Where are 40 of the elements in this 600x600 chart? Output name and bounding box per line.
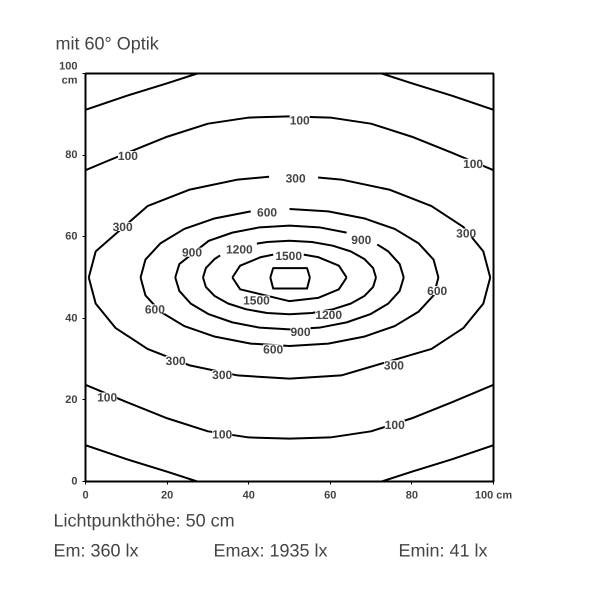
y-tick-label: 0	[71, 476, 78, 488]
annotation: 100	[290, 114, 310, 128]
x-tick-label: 20	[160, 490, 174, 502]
annotation: 1500	[243, 293, 270, 308]
annotation: 100	[384, 418, 406, 432]
annotation: 100	[97, 390, 118, 405]
x-tick-label: 0	[82, 490, 89, 502]
annotation: 1200	[315, 308, 342, 322]
x-tick-label: 80	[406, 490, 418, 502]
annotation: 1200	[226, 242, 253, 256]
chart-title: mit 60° Optik	[56, 34, 160, 54]
y-tick-label: 60	[65, 230, 78, 243]
x-tick-label: 100 cm	[474, 490, 512, 502]
annotation: 300	[212, 368, 233, 382]
y-tick-label: 80	[65, 149, 78, 162]
y-tick-label: 20	[65, 394, 78, 406]
annotation: 600	[263, 342, 284, 356]
annotation: 1500	[275, 248, 302, 263]
y-tick-label: 100 cm	[59, 60, 78, 87]
annotation: 300	[384, 358, 404, 372]
text: Em: 360 lx	[54, 540, 139, 560]
annotation: 100	[212, 427, 233, 442]
x-tick-label: 60	[324, 490, 336, 502]
annotation: 300	[286, 171, 306, 186]
text: Lichtpunkthöhe: 50 cm	[54, 510, 235, 530]
y-tick-label: 40	[65, 312, 78, 324]
annotation: 600	[257, 206, 278, 220]
annotation: 900	[351, 233, 372, 248]
text: Emin: 41 lx	[398, 540, 488, 560]
annotation: 600	[144, 302, 166, 316]
annotation: 900	[290, 324, 311, 339]
annotation: 300	[456, 226, 476, 241]
annotation: 100	[118, 149, 138, 164]
text: Emax: 1935 lx	[214, 540, 328, 560]
annotation: 100	[463, 156, 484, 171]
x-tick-label: 40	[242, 490, 255, 502]
annotation: 600	[427, 284, 448, 298]
annotation: 900	[182, 246, 202, 260]
annotation: 300	[166, 354, 186, 368]
annotation: 300	[112, 220, 133, 234]
